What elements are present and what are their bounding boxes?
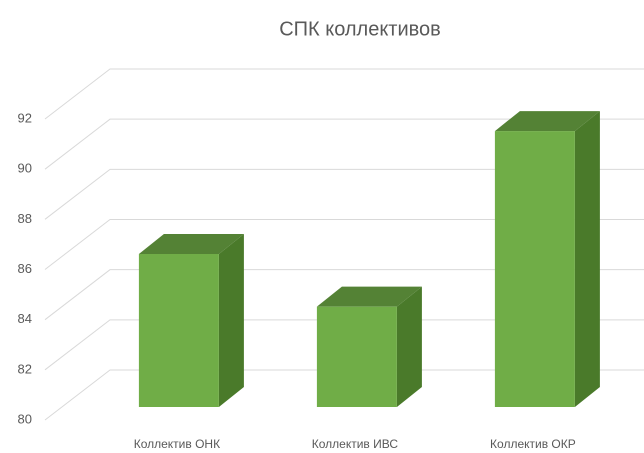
grid-line <box>44 219 644 270</box>
grid-line <box>44 319 644 371</box>
chart-title: СПК коллективов <box>279 18 441 40</box>
bar-top <box>316 286 422 307</box>
grid-line <box>44 118 644 170</box>
y-tick-label: 82 <box>18 361 32 376</box>
bar-side <box>396 286 422 407</box>
grid-line <box>44 68 644 120</box>
bar <box>138 253 219 407</box>
bar-side <box>574 111 600 407</box>
bar-top <box>138 233 244 254</box>
x-tick-label: Коллектив ОНК <box>134 437 220 451</box>
grid-line <box>44 369 644 421</box>
bar <box>316 306 397 407</box>
x-tick-label: Коллектив ИВС <box>312 437 399 451</box>
bar <box>494 131 575 408</box>
grid-line <box>44 168 644 220</box>
y-tick-label: 80 <box>18 411 32 426</box>
x-tick-label: Коллектив ОКР <box>490 437 576 451</box>
y-tick-label: 88 <box>18 211 32 226</box>
grid-line <box>44 269 644 321</box>
bar-top <box>494 111 600 132</box>
y-tick-label: 84 <box>18 311 32 326</box>
y-tick-label: 90 <box>18 161 32 176</box>
y-tick-label: 86 <box>18 261 32 276</box>
bar-side <box>218 233 244 407</box>
y-tick-label: 92 <box>18 110 32 125</box>
